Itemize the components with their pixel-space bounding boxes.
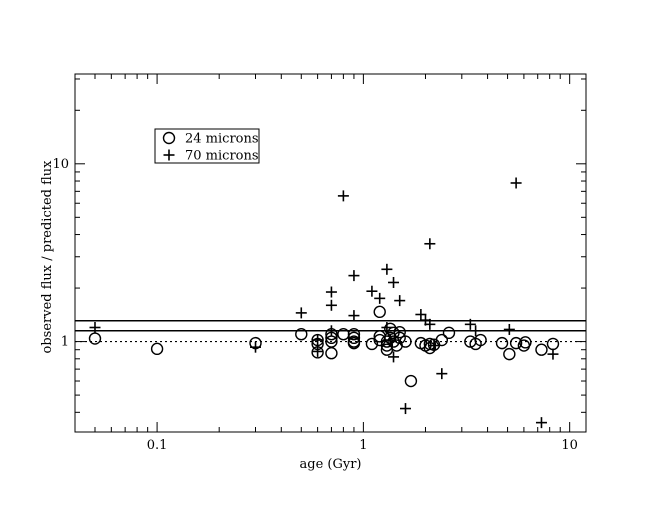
legend-box — [154, 128, 260, 164]
data-point-circle — [88, 332, 102, 345]
data-point-circle — [423, 341, 437, 355]
series-24-microns — [88, 305, 560, 388]
legend-label: 70 microns — [185, 149, 259, 164]
data-point-circle — [519, 336, 532, 349]
data-point-plus — [366, 285, 378, 297]
data-point-plus — [250, 341, 262, 353]
data-point-circle — [365, 337, 379, 351]
data-point-plus — [325, 325, 337, 337]
data-point-plus — [470, 325, 482, 337]
data-point-circle — [347, 328, 361, 341]
x-tick-label: 10 — [561, 438, 578, 453]
data-point-plus — [547, 348, 559, 360]
data-point-circle — [535, 343, 548, 356]
y-tick-label: 10 — [52, 157, 69, 172]
data-point-plus — [325, 299, 337, 311]
data-point-plus — [312, 345, 324, 357]
data-point-plus — [89, 322, 101, 334]
data-point-plus — [381, 322, 393, 334]
x-tick-label: 1 — [359, 438, 367, 453]
legend-entry: 24 microns — [162, 131, 259, 147]
data-point-plus — [388, 276, 400, 288]
data-point-circle — [423, 337, 437, 351]
data-point-plus — [325, 286, 337, 298]
legend-circle-marker — [162, 131, 176, 145]
data-point-plus — [399, 403, 411, 415]
data-point-circle — [347, 331, 361, 345]
data-point-plus — [374, 292, 386, 304]
data-point-circle — [474, 333, 487, 347]
data-point-plus — [424, 318, 436, 330]
data-point-circle — [325, 347, 338, 360]
legend-plus-marker — [163, 149, 175, 161]
data-point-plus — [464, 318, 476, 330]
data-point-circle — [404, 374, 418, 388]
y-axis-label: observed flux / predicted flux — [40, 160, 55, 354]
data-point-plus — [381, 263, 393, 275]
data-point-plus — [348, 310, 360, 322]
x-tick-label: 0.1 — [147, 438, 168, 453]
data-point-plus — [337, 190, 349, 202]
data-point-plus — [424, 238, 436, 250]
axis-ticks: 0.1 1 10 1 10 — [52, 74, 586, 453]
data-point-circle — [442, 326, 456, 340]
legend-entry: 70 microns — [163, 149, 259, 164]
data-point-circle — [495, 336, 509, 350]
data-point-circle — [509, 336, 523, 350]
data-point-plus — [348, 270, 360, 282]
data-point-plus — [415, 309, 427, 321]
data-point-plus — [436, 368, 448, 380]
data-point-plus — [428, 340, 440, 352]
data-point-plus — [312, 334, 324, 346]
data-point-circle — [393, 325, 406, 339]
data-point-plus — [503, 323, 515, 335]
x-axis-label: age (Gyr) — [300, 457, 362, 472]
data-point-circle — [503, 347, 516, 361]
data-point-circle — [150, 342, 164, 356]
data-points — [88, 177, 560, 429]
data-point-circle — [347, 336, 361, 350]
data-point-circle — [546, 337, 560, 351]
data-point-circle — [373, 305, 386, 319]
plot-area-frame — [74, 73, 587, 433]
data-point-plus — [394, 295, 406, 307]
legend: 24 microns 70 microns — [154, 128, 260, 164]
series-70-microns — [89, 177, 559, 429]
y-tick-label: 1 — [61, 335, 69, 350]
legend-label: 24 microns — [185, 132, 259, 147]
data-point-circle — [387, 335, 400, 348]
data-point-circle — [399, 335, 412, 348]
data-point-plus — [510, 177, 522, 189]
data-point-plus — [295, 307, 307, 319]
data-point-plus — [384, 334, 396, 346]
data-point-circle — [295, 328, 308, 341]
data-point-circle — [435, 333, 449, 347]
data-point-plus — [388, 351, 400, 363]
data-point-plus — [535, 417, 547, 429]
